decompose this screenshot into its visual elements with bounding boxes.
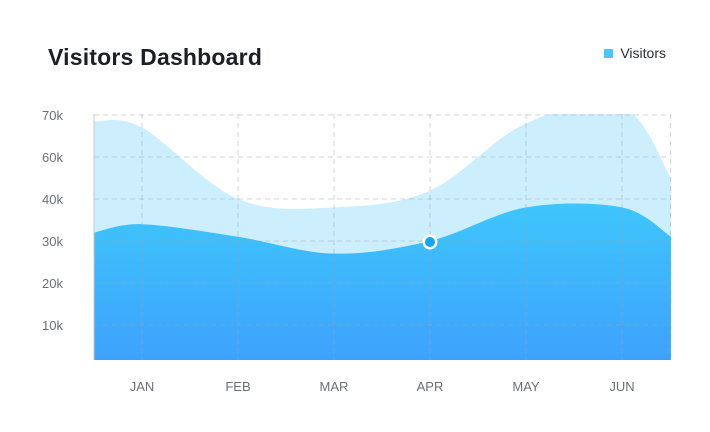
x-tick-label-jun: JUN [609, 379, 634, 394]
y-tick-label: 70k [42, 108, 63, 123]
series-foreground-area [94, 203, 671, 360]
x-tick-label-apr: APR [417, 379, 444, 394]
x-tick-label-jan: JAN [130, 379, 155, 394]
y-tick-label: 40k [42, 192, 63, 207]
page-title: Visitors Dashboard [48, 44, 263, 70]
legend-swatch [604, 48, 614, 58]
y-axis: 10k 20k 30k 40k 60k 70k [42, 108, 63, 333]
x-tick-label-may: MAY [512, 379, 540, 394]
x-tick-label-mar: MAR [320, 379, 349, 394]
chart-areas [94, 114, 671, 360]
chart-legend[interactable]: Visitors [604, 45, 666, 61]
y-tick-label: 60k [42, 150, 63, 165]
chart-marker-layer [422, 234, 438, 250]
y-tick-label: 30k [42, 234, 63, 249]
highlight-point[interactable] [425, 237, 435, 247]
x-axis: JAN FEB MAR APR MAY JUN [130, 379, 635, 394]
y-tick-label: 10k [42, 318, 63, 333]
chart-grid [93, 114, 671, 360]
y-tick-label: 20k [42, 276, 63, 291]
legend-label: Visitors [620, 45, 666, 61]
x-tick-label-feb: FEB [225, 379, 250, 394]
